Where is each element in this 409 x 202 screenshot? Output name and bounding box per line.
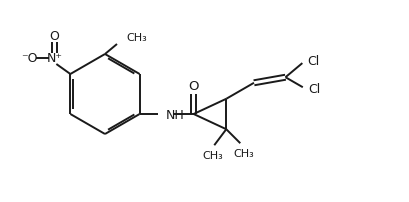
Text: N⁺: N⁺ [46,52,62,64]
Text: CH₃: CH₃ [232,149,253,159]
Text: NH: NH [165,109,184,122]
Text: Cl: Cl [307,55,319,68]
Text: CH₃: CH₃ [126,33,146,43]
Text: O: O [188,81,198,94]
Text: O: O [49,29,59,42]
Text: CH₃: CH₃ [201,151,222,161]
Text: ⁻O: ⁻O [21,52,38,64]
Text: Cl: Cl [307,83,319,96]
